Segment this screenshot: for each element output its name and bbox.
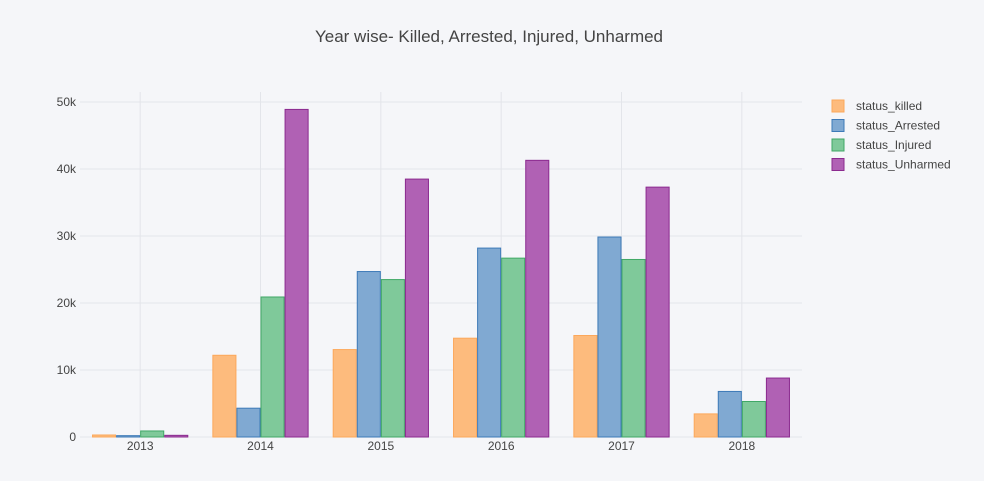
x-tick-label: 2015 [367, 439, 394, 453]
bar-status_killed-2018 [693, 413, 718, 438]
legend-swatch [831, 99, 845, 113]
bar-status_Unharmed-2013 [164, 434, 189, 438]
bar-status_Unharmed-2016 [525, 159, 550, 438]
x-tick-label: 2016 [488, 439, 515, 453]
legend-label: status_Injured [856, 138, 931, 152]
x-tick-label: 2018 [728, 439, 755, 453]
legend-swatch [831, 158, 845, 171]
bar-status_Unharmed-2014 [284, 108, 309, 438]
y-tick-label: 0 [69, 430, 76, 444]
y-tick-label: 40k [57, 162, 77, 176]
bar-status_Injured-2014 [260, 296, 285, 438]
bar-status_Arrested-2015 [356, 271, 381, 438]
legend-label: status_Arrested [856, 119, 940, 133]
x-tick-label: 2013 [127, 439, 154, 453]
bar-status_killed-2017 [573, 335, 598, 438]
bar-status_Arrested-2016 [477, 247, 502, 438]
bar-status_Arrested-2013 [116, 435, 141, 438]
bar-status_Injured-2013 [140, 430, 165, 438]
bar-status_Arrested-2014 [236, 407, 261, 438]
bar-status_Injured-2016 [501, 257, 526, 438]
y-axis-ticks: 0 10k 20k 30k 40k 50k [57, 95, 77, 444]
x-tick-label: 2014 [247, 439, 274, 453]
grid [80, 92, 802, 438]
x-axis-ticks: 2013 2014 2015 2016 2017 2018 [127, 439, 756, 453]
bar-status_Unharmed-2015 [404, 178, 429, 438]
bar-status_Injured-2017 [621, 258, 646, 438]
legend-label: status_Unharmed [856, 158, 951, 172]
legend-label: status_killed [856, 99, 922, 113]
y-tick-label: 50k [57, 95, 77, 109]
bar-status_Arrested-2017 [597, 236, 622, 438]
bar-status_killed-2013 [92, 434, 117, 438]
y-tick-label: 20k [57, 296, 77, 310]
chart-title: Year wise- Killed, Arrested, Injured, Un… [315, 27, 663, 46]
bar-status_killed-2016 [453, 337, 478, 438]
bar-status_Unharmed-2017 [645, 186, 670, 438]
bar-status_Arrested-2018 [717, 390, 742, 438]
bar-status_killed-2014 [212, 354, 237, 438]
bar-status_Injured-2018 [741, 400, 766, 438]
bars [92, 108, 790, 438]
bar-status_Unharmed-2018 [765, 377, 790, 438]
y-tick-label: 10k [57, 363, 77, 377]
x-tick-label: 2017 [608, 439, 635, 453]
legend-swatch [831, 119, 845, 132]
legend[interactable]: status_killed status_Arrested status_Injur… [831, 99, 951, 172]
y-tick-label: 30k [57, 229, 77, 243]
bar-status_killed-2015 [332, 349, 357, 438]
bar-status_Injured-2015 [380, 279, 405, 438]
legend-swatch [831, 138, 845, 152]
